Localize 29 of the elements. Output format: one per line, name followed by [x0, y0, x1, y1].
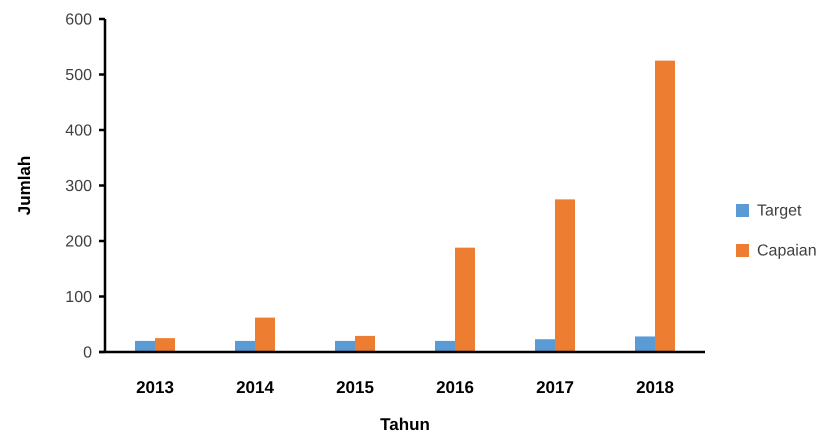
- bar: [655, 60, 675, 352]
- y-tick-label: 300: [65, 178, 92, 196]
- x-tick-label: 2017: [536, 378, 574, 397]
- bar: [135, 340, 155, 352]
- bar: [455, 248, 475, 352]
- x-tick-label: 2014: [236, 378, 274, 397]
- legend-label: Target: [757, 202, 802, 220]
- bar: [255, 318, 275, 352]
- y-tick-label: 600: [65, 12, 92, 29]
- y-axis-title: Jumlah: [15, 156, 34, 216]
- bar: [335, 340, 355, 352]
- bar: [555, 199, 575, 352]
- y-tick-label: 400: [65, 122, 92, 140]
- bar: [635, 336, 655, 352]
- y-tick-label: 100: [65, 289, 92, 306]
- bar: [435, 340, 455, 352]
- x-tick-label: 2013: [136, 378, 174, 397]
- y-tick-label: 200: [65, 234, 92, 251]
- bar: [355, 336, 375, 352]
- bar: [535, 339, 555, 352]
- y-tick-label: 500: [65, 67, 92, 84]
- x-tick-label: 2015: [336, 378, 374, 397]
- x-tick-label: 2018: [636, 378, 674, 397]
- y-tick-label: 0: [83, 344, 92, 362]
- x-tick-label: 2016: [436, 378, 474, 397]
- x-axis-title: Tahun: [380, 415, 430, 434]
- bar: [235, 340, 255, 352]
- bar: [155, 338, 175, 352]
- legend-label: Capaian: [757, 242, 817, 260]
